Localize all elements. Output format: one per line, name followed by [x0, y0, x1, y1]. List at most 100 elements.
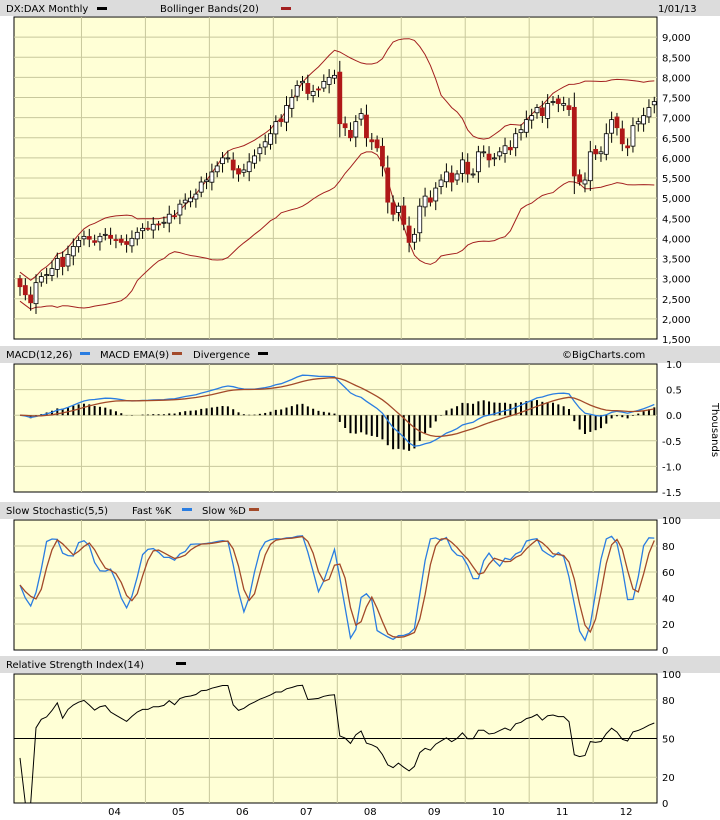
- price-tick-label: 7,500: [662, 94, 691, 105]
- price-tick-label: 1,500: [662, 335, 691, 346]
- candle-body: [630, 125, 636, 147]
- candle-body: [550, 101, 556, 103]
- candle-body: [449, 172, 455, 183]
- bollinger-legend-swatch: [281, 7, 291, 10]
- candle-body: [76, 239, 82, 248]
- candle-body: [38, 276, 44, 283]
- candle-body: [374, 139, 380, 149]
- candle-body: [241, 169, 247, 173]
- candle-body: [182, 199, 188, 204]
- candle-body: [230, 159, 236, 171]
- candle-body: [555, 98, 561, 104]
- candle-body: [257, 147, 263, 155]
- price-tick-label: 6,500: [662, 134, 691, 145]
- macd-legend-swatch: [80, 352, 90, 355]
- candle-body: [129, 237, 135, 247]
- candle-body: [198, 181, 204, 193]
- year-tick-label: 07: [300, 807, 313, 818]
- stochastic-label: Slow Stochastic(5,5): [6, 506, 108, 517]
- macd-tick-label: -1.5: [662, 488, 682, 499]
- price-tick-label: 4,000: [662, 234, 691, 245]
- candle-body: [118, 238, 124, 243]
- price-tick-label: 9,000: [662, 33, 691, 44]
- candle-body: [523, 119, 529, 133]
- candle-body: [486, 153, 492, 161]
- candle-body: [305, 83, 311, 94]
- candle-body: [438, 179, 444, 187]
- candle-body: [641, 115, 647, 125]
- candle-body: [561, 103, 567, 106]
- candle-body: [278, 118, 284, 123]
- year-tick-label: 12: [620, 807, 633, 818]
- candle-body: [60, 256, 66, 267]
- rsi-panel-header: [0, 656, 720, 673]
- candle-body: [412, 233, 417, 243]
- rsi-tick-label: 80: [662, 696, 675, 707]
- candle-body: [161, 221, 167, 224]
- price-tick-label: 8,500: [662, 53, 691, 64]
- candle-body: [646, 107, 652, 118]
- fastk-line: [19, 535, 655, 642]
- candle-body: [124, 241, 129, 245]
- candle-body: [246, 161, 252, 173]
- candle-body: [470, 173, 476, 176]
- candle-body: [534, 107, 540, 114]
- macd-tick-label: 1.0: [666, 360, 682, 371]
- price-tick-label: 5,000: [662, 194, 691, 205]
- candle-body: [22, 285, 28, 296]
- candle-body: [252, 155, 257, 164]
- rsi-tick-label: 100: [662, 670, 681, 681]
- candle-body: [380, 145, 385, 167]
- candle-body: [145, 227, 151, 230]
- y-axis-labels: 9,000 8,500 8,000 7,500 7,000 6,500 6,000 5,500…: [662, 33, 691, 810]
- stochastic-tick-label: 80: [662, 542, 675, 553]
- candle-body: [422, 195, 428, 208]
- candle-body: [396, 205, 401, 213]
- slowd-legend-swatch: [249, 508, 259, 511]
- price-tick-label: 3,500: [662, 255, 691, 266]
- candle-body: [507, 146, 513, 151]
- candle-body: [193, 193, 199, 200]
- watermark: ©BigCharts.com: [562, 350, 645, 361]
- stochastic-tick-label: 40: [662, 594, 675, 605]
- candle-body: [582, 179, 588, 185]
- candle-body: [44, 274, 50, 277]
- candle-body: [54, 258, 60, 270]
- fastk-legend-swatch: [182, 508, 192, 511]
- candle-body: [70, 246, 76, 257]
- candle-body: [17, 278, 23, 288]
- macd-ema-line: [19, 377, 655, 438]
- macd-lines: [19, 374, 655, 447]
- macd-plot-area: [13, 363, 658, 493]
- bollinger-upper-band: [19, 38, 655, 281]
- candle-body: [625, 145, 631, 149]
- candle-body: [150, 223, 156, 231]
- candle-body: [284, 105, 289, 123]
- candle-body: [273, 121, 279, 135]
- chart-date: 1/01/13: [658, 4, 697, 15]
- candle-body: [172, 215, 177, 218]
- candle-body: [332, 74, 337, 79]
- candle-body: [635, 121, 641, 125]
- candle-body: [513, 133, 519, 149]
- candle-body: [417, 205, 423, 234]
- year-tick-label: 10: [492, 807, 505, 818]
- candle-body: [619, 128, 625, 145]
- rsi-tick-label: 50: [662, 735, 675, 746]
- candle-body: [364, 114, 369, 139]
- candle-body: [443, 171, 449, 183]
- candle-body: [188, 197, 193, 203]
- year-tick-label: 05: [172, 807, 185, 818]
- candle-body: [465, 161, 471, 175]
- fastk-label: Fast %K: [132, 506, 172, 517]
- candle-body: [454, 173, 460, 181]
- candle-body: [353, 121, 359, 138]
- macd-units-label: Thousands: [709, 402, 720, 457]
- year-tick-label: 08: [364, 807, 377, 818]
- candle-body: [481, 151, 487, 154]
- candle-body: [545, 103, 551, 119]
- stochastic-panel-header: [0, 502, 720, 519]
- price-tick-label: 7,000: [662, 114, 691, 125]
- symbol-label: DX:DAX Monthly: [6, 4, 88, 15]
- candle-body: [529, 115, 535, 121]
